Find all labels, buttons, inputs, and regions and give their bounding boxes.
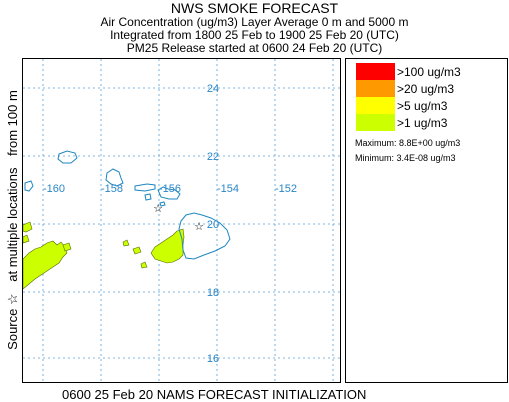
smoke-fleck-central-3 bbox=[140, 261, 148, 269]
big-island-coast bbox=[178, 212, 231, 260]
lon-label-154: -154 bbox=[217, 183, 239, 195]
graticule bbox=[23, 59, 340, 382]
height-label: from 100 m bbox=[5, 90, 20, 156]
niihau-coast bbox=[24, 180, 34, 192]
legend-swatch-20 bbox=[356, 80, 395, 97]
map-panel: ☆ ☆ 24 22 20 18 16 -160 -158 -156 -154 -… bbox=[22, 58, 341, 383]
legend-label-1: >1 ug/m3 bbox=[397, 116, 448, 130]
source-star-icon: ☆ bbox=[153, 203, 163, 215]
smoke-plumes bbox=[23, 221, 185, 290]
coastlines bbox=[24, 150, 231, 260]
legend-label-20: >20 ug/m3 bbox=[397, 82, 455, 96]
oahu-coast bbox=[105, 168, 124, 187]
smoke-plume-hawaii bbox=[150, 228, 185, 264]
concentration-description: Air Concentration (ug/m3) Layer Average … bbox=[100, 15, 409, 29]
kahoolawe-coast bbox=[159, 201, 166, 207]
integration-period: Integrated from 1800 25 Feb to 1900 25 F… bbox=[110, 28, 399, 42]
smoke-fleck-west-2 bbox=[23, 234, 30, 244]
legend-label-100: >100 ug/m3 bbox=[397, 65, 461, 79]
release-time: PM25 Release started at 0600 24 Feb 20 (… bbox=[126, 41, 383, 55]
lat-label-22: 22 bbox=[207, 151, 219, 163]
molokai-coast bbox=[134, 183, 156, 192]
smoke-fleck-west-1 bbox=[23, 221, 33, 233]
lon-label-160: -160 bbox=[43, 183, 65, 195]
legend-panel bbox=[345, 58, 508, 383]
smoke-fleck-central-1 bbox=[132, 246, 142, 255]
initialization-footer: 0600 25 Feb 20 NAMS FORECAST INITIALIZAT… bbox=[62, 387, 367, 402]
locations-label: at multiple locations bbox=[5, 167, 20, 282]
maui-coast bbox=[157, 186, 181, 200]
kauai-coast bbox=[57, 150, 78, 164]
lon-label-158: -158 bbox=[101, 183, 123, 195]
source-side-label: Source ☆ at multiple locations from 100 … bbox=[5, 86, 21, 354]
legend-swatch-5 bbox=[356, 97, 395, 114]
legend-swatch-100 bbox=[356, 63, 395, 80]
legend-maximum: Maximum: 8.8E+00 ug/m3 bbox=[355, 138, 461, 148]
source-star-icon-2: ☆ bbox=[194, 221, 204, 233]
smoke-plume-west bbox=[23, 240, 68, 290]
lat-label-24: 24 bbox=[207, 83, 219, 95]
legend-label-5: >5 ug/m3 bbox=[397, 99, 448, 113]
lat-label-18: 18 bbox=[207, 287, 219, 299]
smoke-fleck-central-2 bbox=[122, 239, 130, 247]
lat-label-20: 20 bbox=[207, 219, 219, 231]
lanai-coast bbox=[144, 193, 152, 201]
lon-label-156: -156 bbox=[159, 183, 181, 195]
lat-label-16: 16 bbox=[207, 353, 219, 365]
lon-label-152: -152 bbox=[275, 183, 297, 195]
legend-minimum: Minimum: 3.4E-08 ug/m3 bbox=[355, 153, 456, 163]
forecast-title: NWS SMOKE FORECAST bbox=[170, 0, 339, 16]
smoke-fleck-west-3 bbox=[62, 242, 72, 252]
smoke-map: ☆ ☆ 24 22 20 18 16 -160 -158 -156 -154 -… bbox=[23, 59, 340, 382]
source-label: Source ☆ bbox=[5, 293, 20, 350]
legend-swatch-1 bbox=[356, 114, 395, 131]
